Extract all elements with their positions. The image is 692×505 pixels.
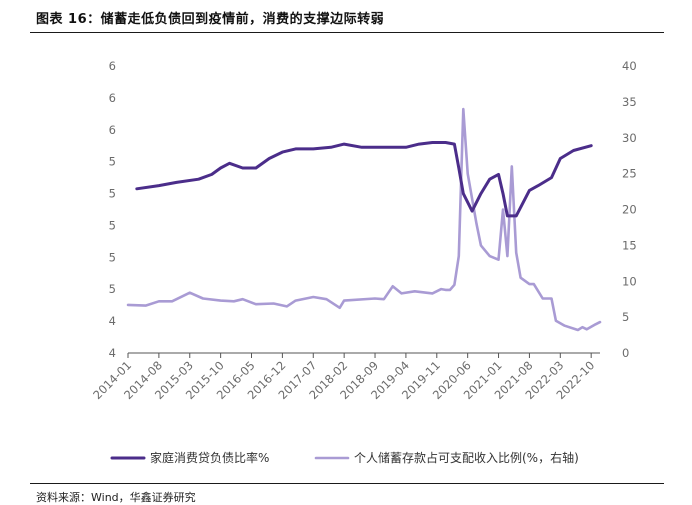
title-rule (30, 32, 664, 33)
legend-item-savings-ratio-label: 个人储蓄存款占可支配收入比例(%，右轴) (354, 450, 579, 465)
right-axis-tick-label: 35 (622, 95, 637, 109)
right-axis-tick-label: 25 (622, 167, 637, 181)
figure-title: 图表 16：储蓄走低负债回到疫情前，消费的支撑边际转弱 (36, 12, 385, 27)
right-axis-tick-label: 10 (622, 274, 637, 288)
series-line-savings-ratio (126, 107, 602, 332)
right-axis-tick-label: 30 (622, 131, 637, 145)
left-axis-tick-label: 5 (109, 250, 116, 264)
right-axis-tick-label: 0 (622, 346, 629, 360)
right-axis-tick-label: 20 (622, 203, 637, 217)
left-axis-tick-label: 6 (109, 123, 116, 137)
axes-group: 445555566605101520253035402014-012014-08… (90, 59, 636, 402)
left-axis-tick-label: 5 (109, 218, 116, 232)
left-axis-tick-label: 5 (109, 282, 116, 296)
series-lines (126, 107, 602, 332)
left-axis-tick-label: 5 (109, 187, 116, 201)
left-axis-tick-label: 5 (109, 155, 116, 169)
figure-source: 资料来源：Wind，华鑫证券研究 (36, 491, 196, 504)
left-axis-tick-label: 4 (109, 346, 116, 360)
legend: 家庭消费贷负债比率% 个人储蓄存款占可支配收入比例(%，右轴) (110, 450, 579, 465)
series-line-household-debt-ratio (135, 141, 593, 218)
legend-item-household-debt-ratio-label: 家庭消费贷负债比率% (150, 450, 269, 465)
right-axis-tick-label: 40 (622, 59, 637, 73)
left-axis-tick-label: 6 (109, 59, 116, 73)
left-axis-tick-label: 4 (109, 314, 116, 328)
right-axis-tick-label: 15 (622, 238, 637, 252)
right-axis-tick-label: 5 (622, 310, 629, 324)
source-rule (30, 483, 664, 484)
left-axis-tick-label: 6 (109, 91, 116, 105)
